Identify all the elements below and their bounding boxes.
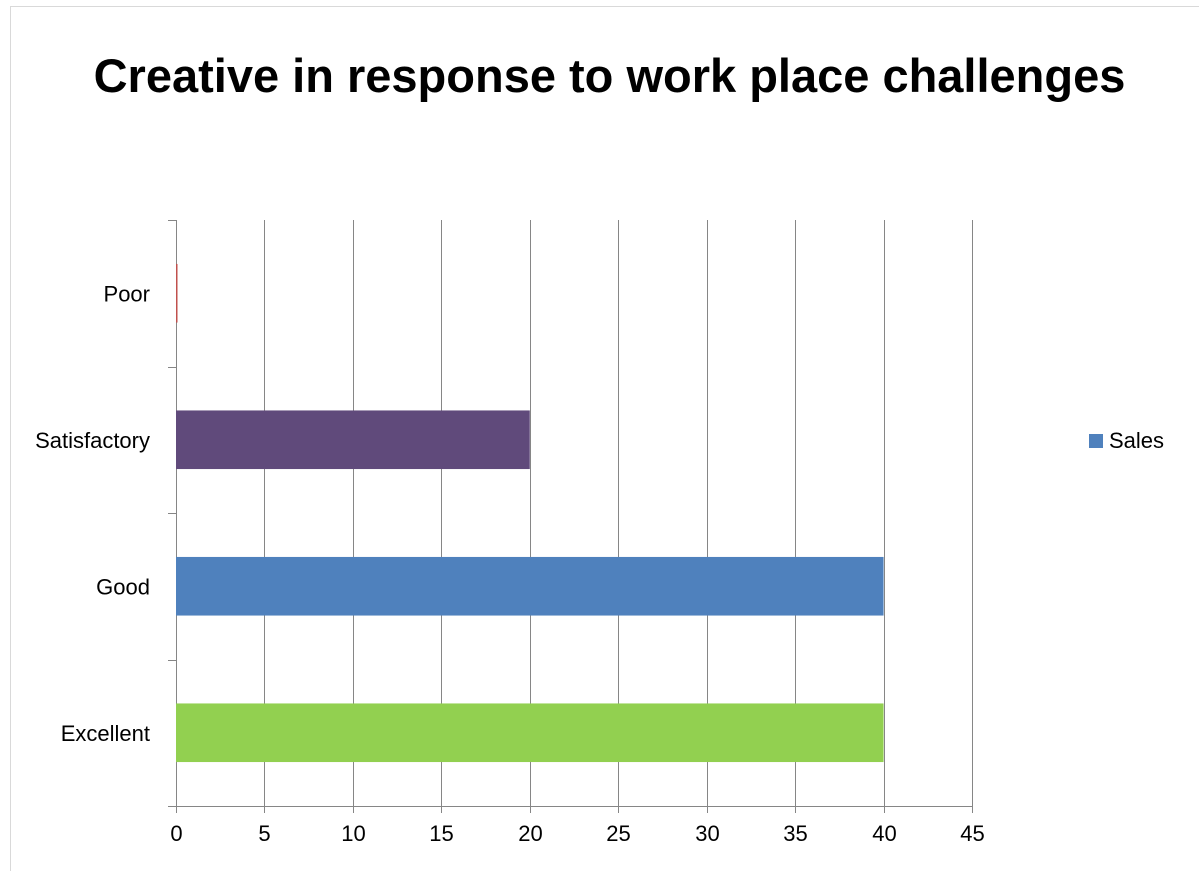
chart-title: Creative in response to work place chall…	[93, 49, 1126, 102]
bar-excellent	[176, 703, 884, 763]
x-tick-label-30: 30	[695, 821, 719, 846]
legend-swatch-sales	[1089, 434, 1103, 448]
y-tick-label-satisfactory: Satisfactory	[35, 428, 150, 453]
x-tick-label-5: 5	[258, 821, 270, 846]
bar-satisfactory	[176, 410, 530, 470]
x-tick-label-10: 10	[341, 821, 365, 846]
bar-good	[176, 556, 884, 616]
x-tick-label-20: 20	[518, 821, 542, 846]
x-tick-label-35: 35	[783, 821, 807, 846]
x-tick-label-15: 15	[429, 821, 453, 846]
x-tick-label-0: 0	[170, 821, 182, 846]
y-tick-label-poor: Poor	[104, 281, 150, 306]
x-tick-label-40: 40	[872, 821, 896, 846]
y-tick-label-excellent: Excellent	[61, 721, 150, 746]
bar-poor	[176, 263, 178, 323]
legend: Sales	[1089, 428, 1164, 454]
x-tick-label-45: 45	[960, 821, 984, 846]
x-tick-label-25: 25	[606, 821, 630, 846]
legend-label-sales: Sales	[1109, 428, 1165, 453]
y-tick-label-good: Good	[96, 574, 150, 599]
